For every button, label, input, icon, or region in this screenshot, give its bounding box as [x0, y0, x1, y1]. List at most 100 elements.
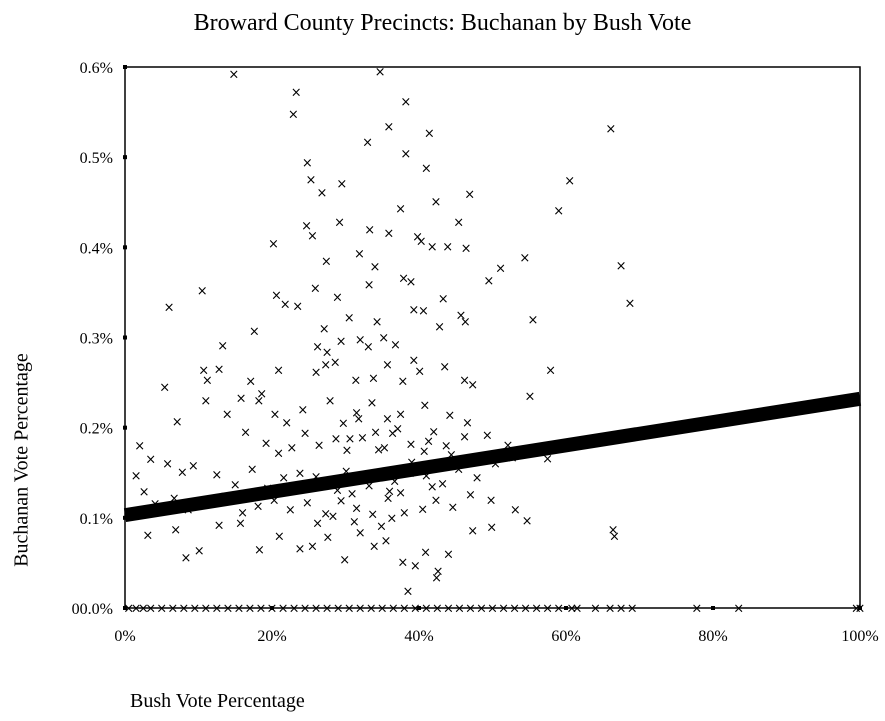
data-point: ×: [367, 396, 378, 411]
data-point: ×: [564, 174, 575, 189]
data-point: ×: [397, 374, 408, 389]
data-point: ×: [408, 354, 419, 369]
data-point: ×: [301, 219, 312, 234]
data-point: ×: [344, 311, 355, 326]
data-point: ×: [410, 559, 421, 574]
data-point: ×: [542, 602, 553, 617]
data-point: ×: [397, 556, 408, 571]
data-point: ×: [428, 425, 439, 440]
data-point: ×: [605, 122, 616, 137]
data-point: ×: [367, 508, 378, 523]
data-point: ×: [464, 188, 475, 203]
data-point: ×: [286, 441, 297, 456]
data-point: ×: [177, 465, 188, 480]
x-axis: 0% 20% 40% 60% 80% 100%: [114, 606, 879, 645]
data-point: ×: [256, 387, 267, 402]
data-point: ×: [483, 274, 494, 289]
y-tick-mark: [123, 335, 127, 340]
data-point: ×: [253, 394, 264, 409]
data-point: ×: [194, 544, 205, 559]
data-point: ×: [616, 602, 627, 617]
data-point: ×: [419, 445, 430, 460]
data-point: ×: [269, 493, 280, 508]
data-point: ×: [525, 390, 536, 405]
data-point: ×: [410, 602, 421, 617]
x-axis-title: Bush Vote Percentage: [130, 690, 305, 712]
data-point: ×: [431, 571, 442, 586]
data-point: ×: [522, 514, 533, 529]
data-point: ×: [214, 519, 225, 534]
data-point: ×: [465, 602, 476, 617]
data-point: ×: [362, 135, 373, 150]
data-point: ×: [442, 240, 453, 255]
data-point: ×: [278, 602, 289, 617]
data-point: ×: [200, 602, 211, 617]
data-point: ×: [380, 534, 391, 549]
data-point: ×: [189, 602, 200, 617]
data-point: ×: [254, 543, 265, 558]
data-point: ×: [566, 602, 577, 617]
x-tick-mark: [123, 606, 127, 610]
data-point: ×: [222, 408, 233, 423]
data-point: ×: [169, 491, 180, 506]
data-point: ×: [417, 502, 428, 517]
data-point: ×: [294, 542, 305, 557]
data-point: ×: [553, 204, 564, 219]
data-point: ×: [424, 126, 435, 141]
data-point: ×: [691, 602, 702, 617]
data-point: ×: [317, 186, 328, 201]
data-point: ×: [395, 202, 406, 217]
data-point: ×: [274, 529, 285, 544]
data-point: ×: [855, 602, 866, 617]
data-point: ×: [453, 216, 464, 231]
data-point: ×: [369, 260, 380, 275]
y-tick-label: 0.3%: [80, 331, 113, 348]
x-tick-label: 40%: [404, 628, 433, 645]
data-point: ×: [357, 431, 368, 446]
data-point: ×: [336, 177, 347, 192]
data-point: ×: [399, 602, 410, 617]
data-point: ×: [342, 444, 353, 459]
data-point: ×: [398, 271, 409, 286]
data-point: ×: [167, 602, 178, 617]
data-point: ×: [353, 412, 364, 427]
trend-line: [123, 391, 862, 523]
data-point: ×: [297, 403, 308, 418]
data-point: ×: [312, 340, 323, 355]
data-point: ×: [336, 494, 347, 509]
data-point: ×: [351, 501, 362, 516]
data-point: ×: [444, 409, 455, 424]
trend-line-group: [123, 391, 862, 523]
data-point: ×: [267, 602, 278, 617]
y-tick-label: 0.2%: [80, 421, 113, 438]
data-point: ×: [349, 515, 360, 530]
x-tick-label: 100%: [841, 628, 878, 645]
data-point: ×: [399, 506, 410, 521]
data-point: ×: [306, 173, 317, 188]
data-point: ×: [322, 530, 333, 545]
data-point: ×: [370, 426, 381, 441]
data-point: ×: [333, 602, 344, 617]
data-point: ×: [294, 466, 305, 481]
data-point: ×: [416, 235, 427, 250]
data-point: ×: [486, 520, 497, 535]
data-point: ×: [364, 278, 375, 293]
data-point: ×: [476, 602, 487, 617]
data-point: ×: [269, 408, 280, 423]
data-point: ×: [181, 551, 192, 566]
y-tick-label: 00.0%: [72, 601, 113, 618]
data-point: ×: [433, 565, 444, 580]
data-point: ×: [459, 373, 470, 388]
data-point: ×: [145, 453, 156, 468]
data-points: × ×××××××××××××××××××××× × × ×××× × × ×××××× ×××…: [123, 65, 865, 616]
data-point: ×: [400, 147, 411, 162]
data-point: ×: [423, 435, 434, 450]
chart-title: Broward County Precincts: Buchanan by Bu…: [193, 10, 692, 36]
data-point: ×: [131, 602, 142, 617]
y-axis-title: Buchanan Vote Percentage: [10, 353, 33, 567]
data-point: ×: [519, 251, 530, 266]
data-point: ×: [382, 358, 393, 373]
data-point: ×: [498, 602, 509, 617]
data-point: ×: [330, 432, 341, 447]
data-point: ×: [408, 303, 419, 318]
